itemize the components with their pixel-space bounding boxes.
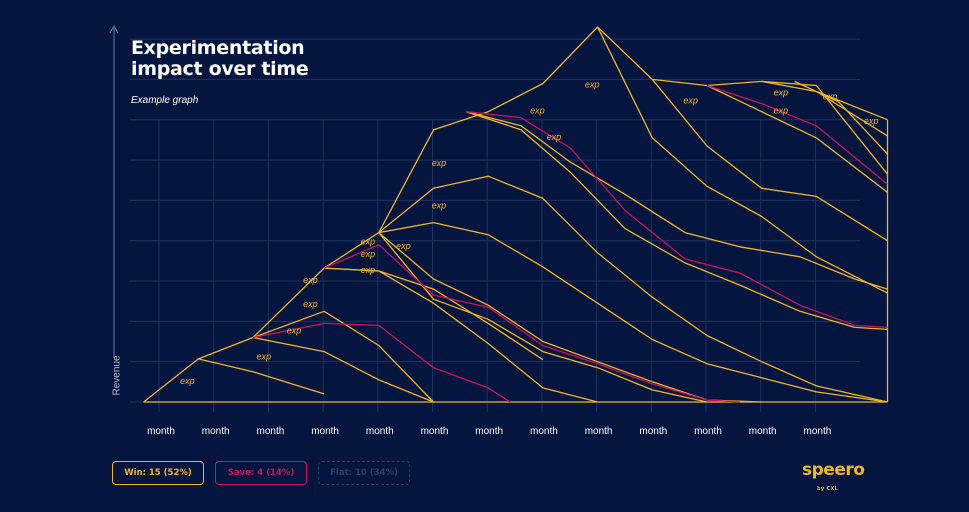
legend-flat-badge: Flat: 10 (34%) <box>318 461 410 485</box>
win-series-line-9 <box>378 175 888 403</box>
save-series-line-0 <box>252 322 511 403</box>
legend-win-badge: Win: 15 (52%) <box>112 461 204 485</box>
x-tick-label: month <box>803 426 832 437</box>
win-series-line-6 <box>378 232 762 403</box>
speero-logo: speero by CXL <box>802 460 872 492</box>
save-series-line-3 <box>706 84 888 185</box>
exp-annotation: exp <box>432 200 447 210</box>
exp-annotation: exp <box>361 237 376 247</box>
chart-annotations: exp exp exp exp exp exp exp exp exp exp exp exp exp e… <box>180 79 878 385</box>
exp-annotation: exp <box>823 92 838 102</box>
chart-series <box>143 26 889 403</box>
win-series-line-4 <box>324 267 544 361</box>
chart-title: Experimentation impact over time <box>131 37 309 80</box>
win-series-line-13 <box>651 78 888 242</box>
save-series-line-2 <box>466 111 888 329</box>
x-tick-label: month <box>256 426 285 437</box>
x-tick-label: month <box>529 426 558 437</box>
chart-title-line-2: impact over time <box>131 58 309 80</box>
win-series-line-17 <box>816 90 888 137</box>
y-axis-arrow <box>109 24 119 358</box>
exp-annotation: exp <box>287 325 302 335</box>
x-tick-label: month <box>694 426 722 437</box>
win-series-line-12 <box>597 26 888 294</box>
x-tick-label: month <box>420 426 449 437</box>
exp-annotation: exp <box>432 158 447 168</box>
exp-annotation: exp <box>180 376 195 386</box>
win-series-line-10 <box>466 111 888 331</box>
win-series-line-0 <box>143 26 888 403</box>
exp-annotation: exp <box>361 265 376 275</box>
x-tick-label: month <box>365 426 394 437</box>
x-tick-label: month <box>639 426 668 437</box>
win-series-line-16 <box>794 80 888 155</box>
exp-annotation: exp <box>547 132 562 142</box>
exp-annotation: exp <box>257 352 272 362</box>
x-axis-tick-labels: month month month month month month month month… <box>0 426 969 440</box>
exp-annotation: exp <box>774 106 789 116</box>
logo-byline: by CXL <box>817 486 839 492</box>
exp-annotation: exp <box>396 241 411 251</box>
logo-wordmark: speero <box>802 460 865 480</box>
exp-annotation: exp <box>530 106 545 116</box>
legend-save-badge: Save: 4 (14%) <box>215 461 307 485</box>
win-series-line-2 <box>252 336 434 403</box>
exp-annotation: exp <box>683 96 698 106</box>
save-series-line-1 <box>323 244 740 403</box>
x-tick-label: month <box>475 426 504 437</box>
x-tick-label: month <box>147 426 175 437</box>
win-series-line-7 <box>378 232 708 403</box>
chart-subtitle: Example graph <box>131 95 199 106</box>
y-axis-label: Revenue <box>111 355 123 396</box>
x-tick-label: month <box>201 426 230 437</box>
exp-annotation: exp <box>303 275 318 285</box>
chart-title-line-1: Experimentation <box>131 37 305 59</box>
exp-annotation: exp <box>303 299 318 309</box>
exp-annotation: exp <box>585 79 600 89</box>
win-series-line-11 <box>466 111 888 290</box>
win-series-line-5 <box>324 267 598 403</box>
win-series-line-3 <box>252 310 434 403</box>
win-series-line-14 <box>706 84 888 193</box>
win-series-line-8 <box>378 221 888 403</box>
win-series-line-15 <box>761 80 889 175</box>
x-tick-label: month <box>311 426 339 437</box>
exp-annotation: exp <box>864 116 879 126</box>
win-series-line-1 <box>198 358 325 395</box>
exp-annotation: exp <box>774 88 789 98</box>
x-tick-label: month <box>748 426 777 437</box>
exp-annotation: exp <box>361 249 376 259</box>
x-tick-label: month <box>584 426 613 437</box>
